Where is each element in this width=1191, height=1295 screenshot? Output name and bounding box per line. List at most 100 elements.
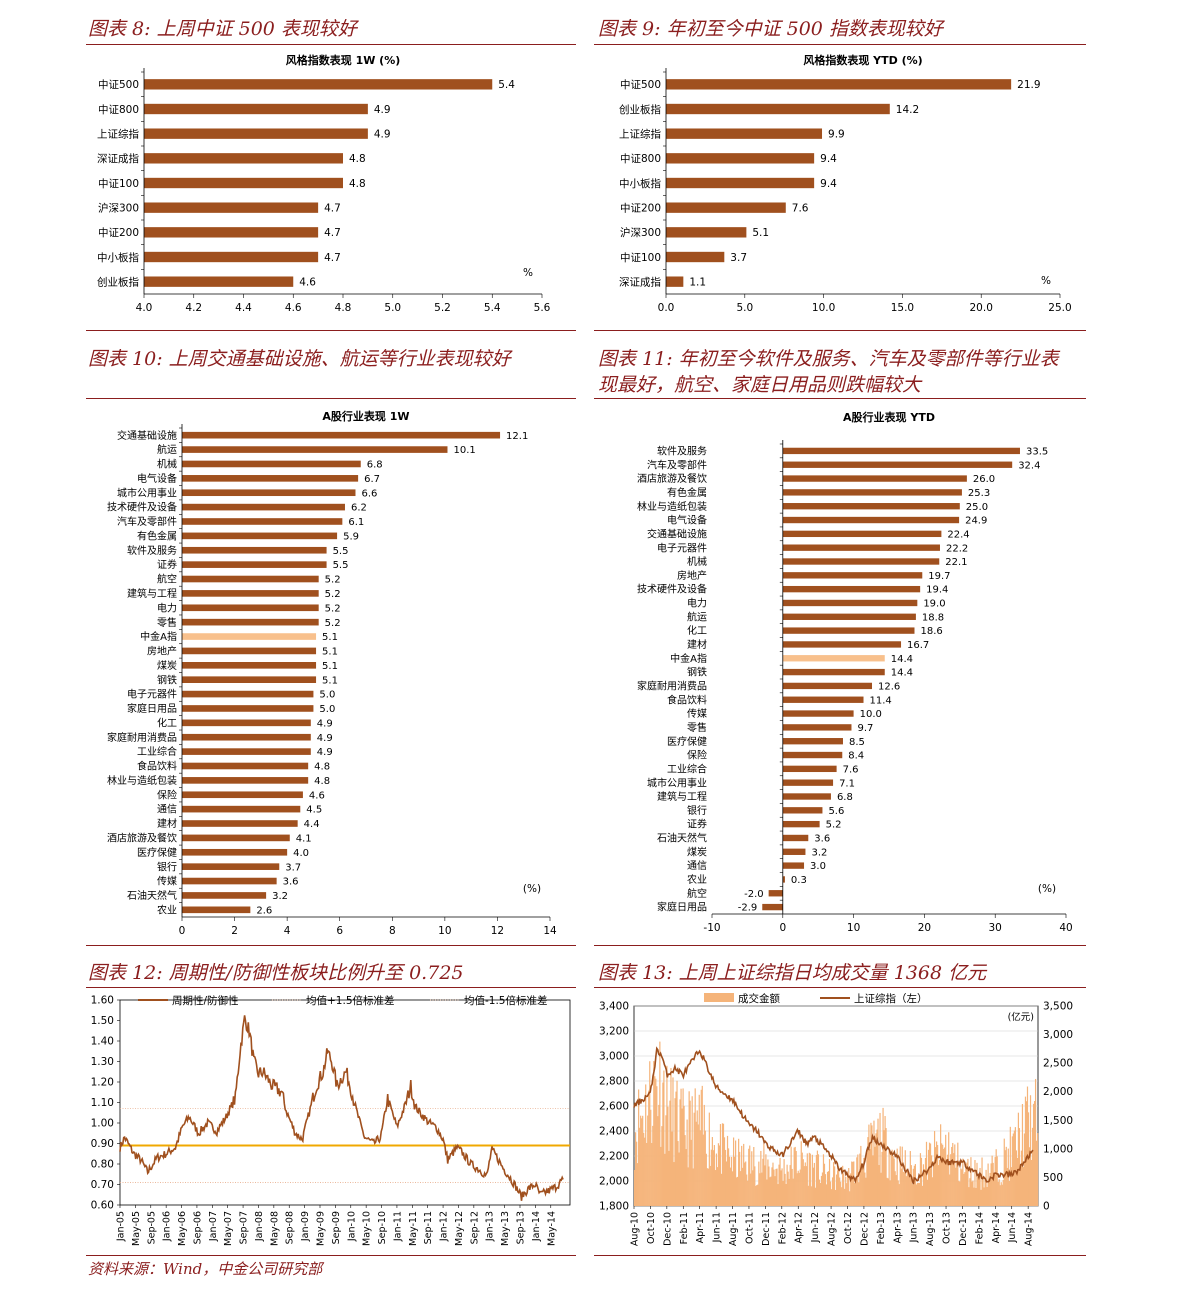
- c13-volume-bar-128: [763, 1143, 765, 1206]
- c10-bar-14: [182, 633, 317, 640]
- c13-volume-bar-301: [938, 1165, 940, 1206]
- c10-value-label-19: 5.0: [319, 704, 335, 715]
- c12-x-tick-label-21: Jan-12: [439, 1211, 450, 1242]
- c11-x-tick-label-5: 40: [1059, 922, 1072, 934]
- c13-volume-bar-19: [653, 1061, 655, 1206]
- c11-value-label-6: 22.4: [947, 529, 969, 540]
- c13-x-tick-label-10: Apr-12: [794, 1212, 805, 1243]
- c13-x-tick-label-5: Jun-11: [712, 1212, 723, 1243]
- c13-volume-bar-271: [907, 1171, 909, 1206]
- c13-volume-bar-215: [851, 1161, 853, 1206]
- c13-volume-bar-12: [646, 1142, 648, 1206]
- c13-volume-bar-183: [818, 1179, 821, 1206]
- c12-series-line: [119, 1015, 564, 1201]
- c13-volume-bar-22: [656, 1086, 658, 1206]
- c13-volume-bar-80: [714, 1170, 717, 1206]
- c13-volume-bar-148: [783, 1159, 785, 1206]
- c9-bar-6: [666, 227, 747, 238]
- figure-title-9: 图表 9: 年初至今中证 500 指数表现较好: [598, 18, 943, 40]
- c13-volume-bar-175: [810, 1186, 812, 1206]
- c13-volume-bar-317: [954, 1144, 956, 1206]
- c11-value-label-29: 3.2: [811, 847, 827, 858]
- c13-volume-bar-286: [922, 1164, 925, 1206]
- c13-volume-bar-365: [1002, 1179, 1004, 1206]
- c13-volume-bar-210: [846, 1183, 848, 1206]
- c13-volume-bar-83: [717, 1143, 720, 1206]
- c12-y-tick-label-3: 1.30: [91, 1056, 114, 1068]
- c13-volume-bar-199: [834, 1189, 837, 1206]
- c13-volume-bar-363: [1000, 1182, 1002, 1206]
- c13-volume-bar-195: [830, 1189, 833, 1206]
- c11-bar-28: [782, 834, 809, 842]
- c8-value-label-7: 4.7: [324, 252, 341, 264]
- c13-volume-bar-169: [804, 1162, 806, 1206]
- c13-volume-bar-276: [912, 1168, 914, 1206]
- c11-value-label-3: 25.3: [968, 488, 990, 499]
- c13-volume-bar-158: [793, 1147, 795, 1206]
- c13-volume-bar-121: [756, 1185, 758, 1206]
- c13-volume-bar-295: [931, 1177, 934, 1206]
- c13-volume-bar-323: [960, 1168, 962, 1206]
- c13-volume-bar-63: [697, 1124, 699, 1206]
- c13-volume-bar-109: [744, 1162, 746, 1206]
- c13-y-left-tick-label-2: 3,000: [599, 1051, 629, 1063]
- c12-x-tick-label-19: May-11: [408, 1211, 419, 1246]
- c13-volume-bar-31: [665, 1115, 667, 1206]
- c13-volume-bar-99: [733, 1156, 736, 1206]
- c13-volume-bar-112: [747, 1180, 749, 1206]
- c10-value-label-30: 3.7: [285, 862, 301, 873]
- c13-index-line: [633, 1046, 1034, 1185]
- c11-value-label-23: 7.6: [843, 764, 859, 775]
- c8-category-label-0: 中证500: [98, 78, 139, 91]
- c13-volume-bar-238: [874, 1146, 876, 1206]
- c13-y-left-tick-label-5: 2,400: [599, 1126, 629, 1138]
- c10-bar-11: [182, 590, 319, 597]
- c11-value-label-33: -2.9: [738, 903, 758, 914]
- c13-volume-bar-61: [695, 1121, 697, 1206]
- c13-volume-bar-378: [1015, 1150, 1017, 1206]
- c12-x-tick-label-11: Sep-08: [285, 1211, 296, 1244]
- c13-volume-bar-233: [869, 1149, 871, 1206]
- c11-bar-16: [782, 668, 885, 676]
- figure-rule-8: [86, 44, 576, 45]
- chart-12-svg: 1.60 1.50 1.40 1.30 1.20 1.10 1.00 0.90 0.80 0.70…: [91, 994, 571, 1246]
- c10-bar-10: [182, 575, 319, 583]
- c10-bar-23: [182, 762, 309, 770]
- c8-value-label-1: 4.9: [374, 104, 391, 116]
- c13-volume-bar-255: [891, 1149, 893, 1206]
- c13-volume-bar-307: [944, 1147, 946, 1206]
- c13-volume-bar-84: [718, 1145, 721, 1206]
- c11-category-label-15: 中金A指: [670, 652, 707, 665]
- c13-volume-bar-168: [803, 1166, 805, 1206]
- c13-x-tick-label-9: Feb-12: [777, 1212, 788, 1244]
- c8-bar-0: [144, 79, 493, 90]
- c13-volume-bar-302: [939, 1159, 941, 1206]
- c13-volume-bar-189: [824, 1174, 827, 1206]
- c13-volume-bar-78: [712, 1150, 714, 1206]
- c9-category-label-1: 创业板指: [619, 103, 661, 116]
- c10-bar-12: [182, 604, 319, 612]
- c10-category-label-1: 航运: [157, 443, 177, 456]
- c13-volume-bar-275: [911, 1184, 913, 1206]
- c9-value-label-7: 3.7: [730, 252, 747, 264]
- c10-category-label-4: 城市公用事业: [117, 486, 177, 499]
- c10-value-label-2: 6.8: [367, 460, 383, 471]
- c13-volume-bar-235: [871, 1125, 873, 1206]
- c13-volume-bar-117: [752, 1170, 754, 1206]
- c13-volume-bar-76: [710, 1149, 712, 1206]
- c10-bar-28: [182, 834, 290, 842]
- c10-value-label-23: 4.8: [314, 762, 330, 773]
- c12-x-tick-label-3: Jan-06: [162, 1211, 173, 1242]
- c13-legend-swatch-0: [704, 993, 734, 1002]
- c13-x-tick-label-0: Aug-10: [630, 1212, 641, 1246]
- c13-volume-bar-373: [1010, 1167, 1012, 1206]
- c13-volume-bar-0: [634, 1169, 636, 1206]
- c13-volume-bar-284: [920, 1157, 923, 1206]
- c13-volume-bar-72: [706, 1168, 708, 1206]
- c10-bar-24: [182, 777, 309, 784]
- c13-volume-bar-173: [808, 1152, 810, 1206]
- c11-category-label-16: 钢铁: [687, 666, 707, 679]
- c13-volume-bar-174: [809, 1153, 811, 1206]
- c10-bar-18: [182, 690, 314, 698]
- c11-bar-29: [782, 848, 806, 855]
